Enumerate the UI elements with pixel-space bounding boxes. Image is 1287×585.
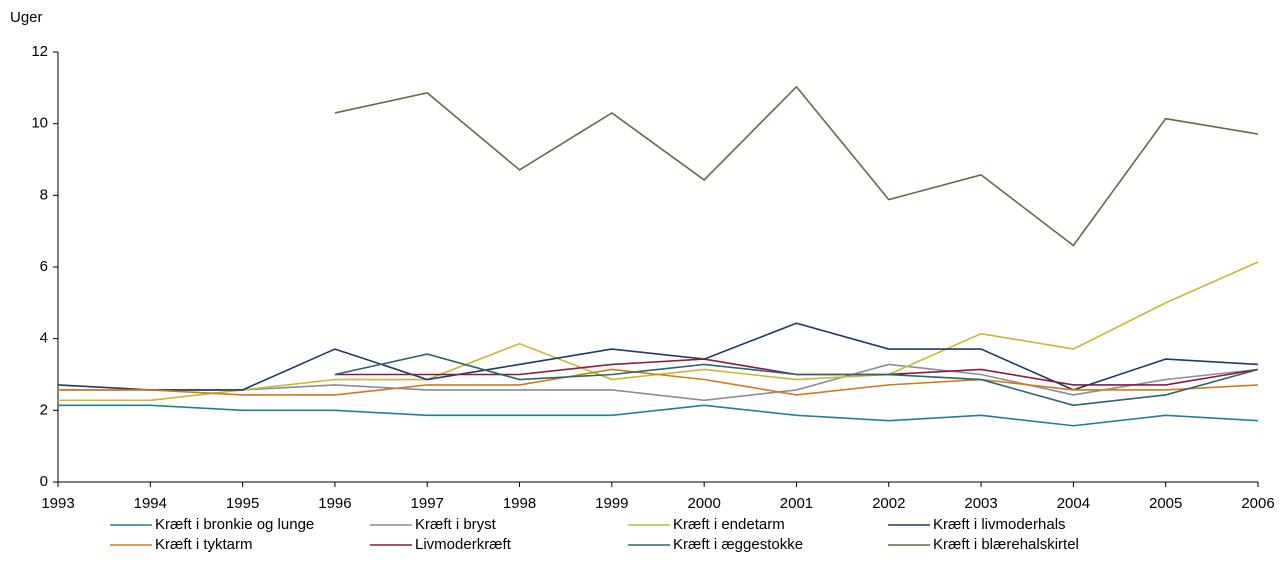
line-series — [334, 85, 1259, 247]
legend-label: Kræft i bronkie og lunge — [155, 516, 314, 533]
x-tick-label: 1995 — [226, 495, 259, 512]
y-tick-label: 4 — [40, 330, 48, 347]
line-series — [57, 322, 1259, 391]
x-tick-label: 1998 — [503, 495, 536, 512]
legend-label: Livmoderkræft — [415, 536, 512, 553]
line-series — [58, 368, 1259, 396]
legend-label: Kræft i bryst — [415, 516, 497, 533]
x-tick-label: 1999 — [595, 495, 628, 512]
y-axis-label: Uger — [10, 9, 43, 26]
line-series — [58, 363, 1259, 402]
legend-label: Kræft i endetarm — [673, 516, 785, 533]
legend-label: Kræft i æggestokke — [673, 536, 803, 553]
x-tick-label: 2002 — [872, 495, 905, 512]
legend-label: Kræft i blærehalskirtel — [933, 536, 1079, 553]
x-tick-label: 1994 — [134, 495, 167, 512]
x-tick-label: 1993 — [41, 495, 74, 512]
x-tick-label: 2001 — [780, 495, 813, 512]
line-series — [58, 404, 1259, 427]
x-tick-label: 2005 — [1149, 495, 1182, 512]
y-tick-label: 2 — [40, 401, 48, 418]
legend-label: Kræft i livmoderhals — [933, 516, 1066, 533]
x-tick-label: 2000 — [687, 495, 720, 512]
x-tick-label: 2003 — [964, 495, 997, 512]
legend-label: Kræft i tyktarm — [155, 536, 253, 553]
y-tick-label: 0 — [40, 473, 48, 490]
line-series — [58, 261, 1259, 402]
line-series — [334, 353, 1259, 407]
y-tick-label: 8 — [40, 186, 48, 203]
y-tick-label: 10 — [31, 115, 48, 132]
x-tick-label: 1996 — [318, 495, 351, 512]
y-tick-label: 6 — [40, 258, 48, 275]
x-tick-label: 2006 — [1241, 495, 1274, 512]
y-tick-label: 12 — [31, 43, 48, 60]
x-tick-label: 2004 — [1057, 495, 1090, 512]
x-tick-label: 1997 — [411, 495, 444, 512]
